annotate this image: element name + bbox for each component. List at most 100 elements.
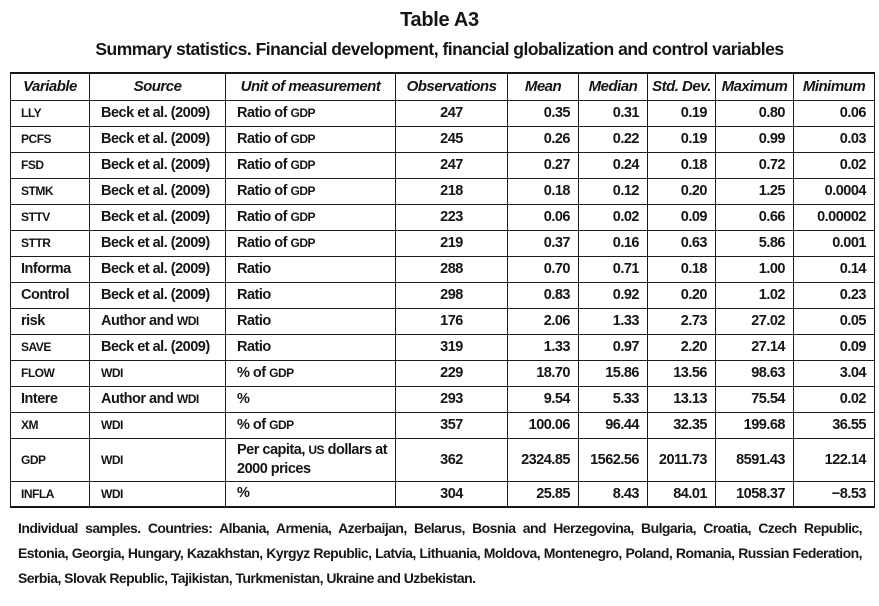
cell-median: 1.33 [578,307,648,335]
cell-unit: % [225,385,396,413]
cell-variable: FSD [10,151,90,179]
cell-minimum: 0.05 [793,307,875,335]
cell-mean: 2324.85 [507,437,579,482]
cell-variable: STMK [10,177,90,205]
column-header-variable: Variable [10,72,90,101]
cell-mean: 0.27 [507,151,579,179]
cell-maximum: 27.02 [715,307,794,335]
cell-source: Beck et al. (2009) [89,281,226,309]
column-header-minimum: Minimum [793,72,875,101]
cell-minimum: 0.03 [793,125,875,153]
cell-variable: LLY [10,99,90,127]
cell-std-dev: 0.20 [647,177,716,205]
cell-variable: STTR [10,229,90,257]
cell-source: Author and WDI [89,385,226,413]
cell-mean: 9.54 [507,385,579,413]
table-row-lly: LLY Beck et al. (2009) Ratio of GDP 247 0.35… [10,99,875,127]
cell-maximum: 5.86 [715,229,794,257]
cell-mean: 0.26 [507,125,579,153]
table-row-stmk: STMK Beck et al. (2009) Ratio of GDP 218 0.1… [10,177,875,205]
cell-observations: 357 [395,411,508,439]
cell-maximum: 75.54 [715,385,794,413]
cell-maximum: 1058.37 [715,480,794,508]
table-row-flow: FLOW WDI% of GDP 229 18.70 15.86 13.56 98.63 3.… [10,359,875,387]
table-row-pcfs: PCFS Beck et al. (2009) Ratio of GDP 245 0.2… [10,125,875,153]
cell-mean: 0.06 [507,203,579,231]
cell-source: Beck et al. (2009) [89,99,226,127]
table-row-sttv: STTV Beck et al. (2009) Ratio of GDP 223 0.0… [10,203,875,231]
cell-minimum: 0.00002 [793,203,875,231]
cell-median: 0.02 [578,203,648,231]
cell-maximum: 0.99 [715,125,794,153]
cell-variable: risk [10,307,90,335]
column-header-mean: Mean [507,72,579,101]
summary-statistics-table: Variable Source Unit of measurement Observa… [10,72,875,508]
column-header-observations: Observations [395,72,508,101]
cell-minimum: 0.001 [793,229,875,257]
table-subtitle: Summary statistics. Financial developmen… [95,39,784,59]
cell-median: 0.22 [578,125,648,153]
cell-std-dev: 2.20 [647,333,716,361]
cell-observations: 223 [395,203,508,231]
cell-observations: 304 [395,480,508,508]
cell-observations: 247 [395,99,508,127]
cell-median: 8.43 [578,480,648,508]
table-title: Table A3 [400,9,479,31]
cell-variable: PCFS [10,125,90,153]
cell-observations: 298 [395,281,508,309]
column-header-unit: Unit of measurement [225,72,396,101]
cell-minimum: 36.55 [793,411,875,439]
cell-minimum: 3.04 [793,359,875,387]
cell-std-dev: 84.01 [647,480,716,508]
cell-variable: INFLA [10,480,90,508]
cell-maximum: 199.68 [715,411,794,439]
cell-mean: 0.70 [507,255,579,283]
table-row-fsd: FSD Beck et al. (2009) Ratio of GDP 247 0.27… [10,151,875,179]
table-row-xm: XM WDI% of GDP 357 100.06 96.44 32.35 199.68 36… [10,411,875,439]
cell-median: 15.86 [578,359,648,387]
cell-mean: 100.06 [507,411,579,439]
cell-variable: XM [10,411,90,439]
cell-unit: % of GDP [225,359,396,387]
table-footnote: Individual samples. Countries: Albania, … [18,520,863,586]
cell-source: Beck et al. (2009) [89,125,226,153]
cell-maximum: 1.02 [715,281,794,309]
cell-maximum: 98.63 [715,359,794,387]
cell-source: WDI [89,480,226,508]
cell-mean: 25.85 [507,480,579,508]
cell-median: 0.31 [578,99,648,127]
cell-mean: 0.37 [507,229,579,257]
cell-source: WDI [89,411,226,439]
cell-maximum: 1.25 [715,177,794,205]
cell-unit: % [225,480,396,508]
cell-maximum: 8591.43 [715,437,794,482]
column-header-std-dev: Std. Dev. [647,72,716,101]
cell-std-dev: 0.18 [647,151,716,179]
cell-median: 0.16 [578,229,648,257]
cell-unit: Ratio [225,281,396,309]
table-row-gdp: GDP WDI Per capita, US dollars at 2000 pri… [10,437,875,482]
cell-median: 1562.56 [578,437,648,482]
cell-median: 5.33 [578,385,648,413]
cell-unit: Ratio of GDP [225,229,396,257]
cell-maximum: 0.66 [715,203,794,231]
column-header-source: Source [89,72,226,101]
cell-source: Beck et al. (2009) [89,333,226,361]
header-row: Variable Source Unit of measurement Observa… [10,72,875,101]
cell-unit: Ratio [225,333,396,361]
cell-source: WDI [89,359,226,387]
cell-std-dev: 0.19 [647,125,716,153]
cell-median: 0.24 [578,151,648,179]
cell-source: Beck et al. (2009) [89,255,226,283]
cell-minimum: 0.02 [793,385,875,413]
cell-variable: STTV [10,203,90,231]
cell-source: Beck et al. (2009) [89,177,226,205]
cell-minimum: 0.23 [793,281,875,309]
cell-mean: 18.70 [507,359,579,387]
cell-median: 0.71 [578,255,648,283]
cell-source: Author and WDI [89,307,226,335]
cell-observations: 247 [395,151,508,179]
cell-observations: 293 [395,385,508,413]
cell-observations: 319 [395,333,508,361]
cell-std-dev: 13.56 [647,359,716,387]
